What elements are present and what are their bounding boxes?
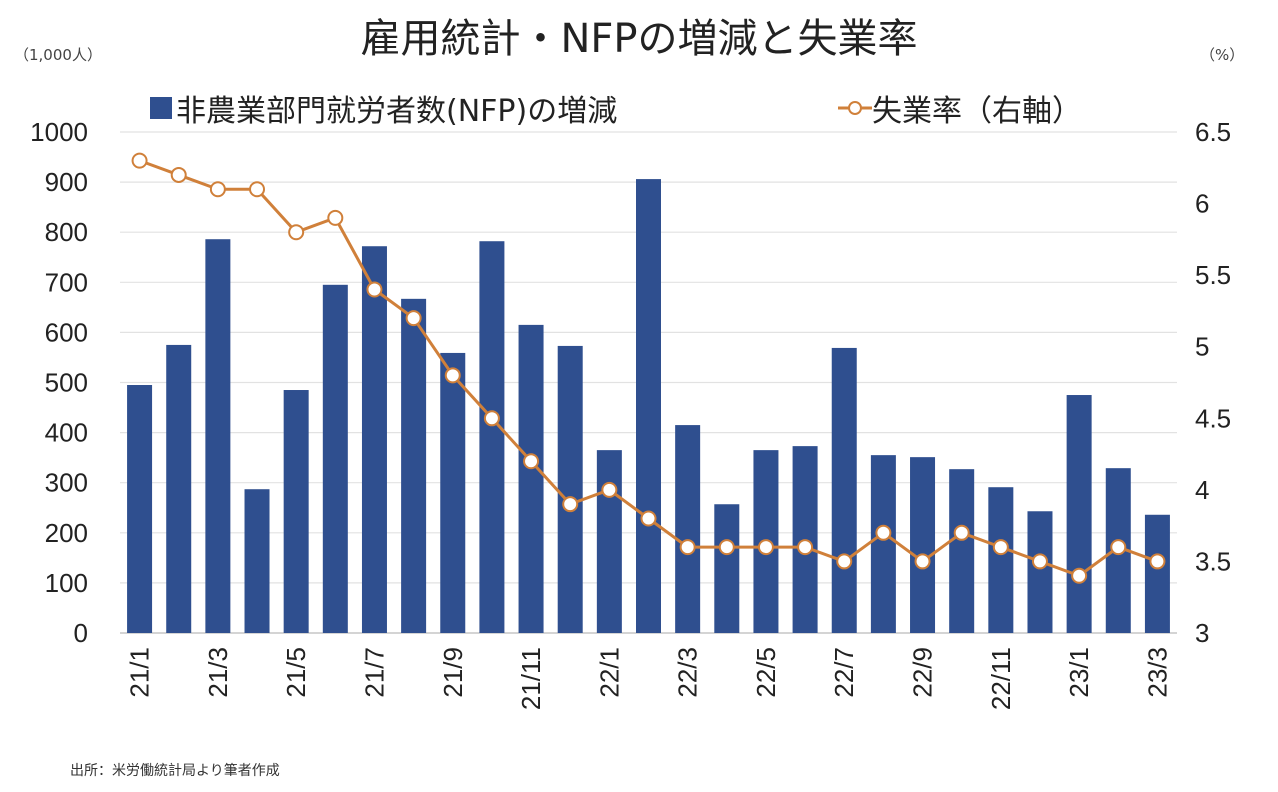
bar bbox=[910, 457, 936, 633]
y-left-tick-label: 300 bbox=[45, 468, 88, 498]
legend-item-nfp: 非農業部門就労者数(NFP)の増減 bbox=[150, 86, 617, 130]
source-note: 出所：米労働統計局より筆者作成 bbox=[70, 763, 280, 779]
bar bbox=[361, 246, 387, 633]
unemployment-point bbox=[405, 310, 422, 327]
unemployment-point bbox=[601, 481, 618, 498]
y-left-tick-label: 1000 bbox=[30, 117, 88, 147]
x-tick-label: 22/9 bbox=[908, 647, 938, 698]
x-tick-label: 21/11 bbox=[516, 647, 546, 710]
unemployment-point bbox=[327, 209, 344, 226]
unemployment-point bbox=[249, 181, 266, 198]
unemployment-point bbox=[288, 224, 305, 241]
unemployment-point bbox=[757, 539, 774, 556]
unemployment-point bbox=[562, 496, 579, 513]
unemployment-point bbox=[1110, 539, 1127, 556]
y-left-tick-label: 600 bbox=[45, 317, 88, 347]
bar bbox=[127, 385, 153, 633]
bar bbox=[988, 487, 1014, 633]
bar bbox=[675, 425, 701, 633]
legend-line-swatch bbox=[838, 101, 872, 115]
bar bbox=[283, 390, 309, 633]
x-tick-label: 21/5 bbox=[281, 647, 311, 698]
unemployment-point bbox=[483, 410, 500, 427]
y-right-tick-label: 6.5 bbox=[1195, 117, 1231, 147]
bar bbox=[440, 352, 466, 633]
y-right-tick-label: 4 bbox=[1195, 475, 1209, 505]
legend-bar-swatch bbox=[150, 97, 172, 119]
y-left-tick-label: 200 bbox=[45, 518, 88, 548]
y-left-tick-label: 100 bbox=[45, 568, 88, 598]
unemployment-point bbox=[718, 539, 735, 556]
x-tick-label: 22/5 bbox=[751, 647, 781, 698]
unemployment-point bbox=[523, 453, 540, 470]
unemployment-point bbox=[797, 539, 814, 556]
bar bbox=[949, 469, 975, 633]
right-axis-unit: （%） bbox=[1200, 46, 1245, 64]
left-axis-unit: （1,000人） bbox=[14, 46, 102, 64]
legend-item-unemployment: 失業率（右軸） bbox=[838, 86, 1082, 130]
x-tick-label: 22/7 bbox=[829, 647, 859, 698]
y-left-tick-label: 500 bbox=[45, 368, 88, 398]
y-left-tick-label: 400 bbox=[45, 418, 88, 448]
y-left-tick-label: 900 bbox=[45, 167, 88, 197]
bar bbox=[401, 298, 427, 633]
bar bbox=[714, 504, 740, 633]
x-tick-label: 21/1 bbox=[125, 647, 155, 698]
y-right-tick-label: 3 bbox=[1195, 618, 1209, 648]
bar bbox=[479, 241, 505, 633]
bar bbox=[831, 347, 857, 633]
unemployment-point bbox=[1071, 567, 1088, 584]
x-tick-label: 23/1 bbox=[1064, 647, 1094, 698]
bar bbox=[1027, 511, 1053, 633]
bar bbox=[557, 345, 583, 633]
x-tick-label: 22/3 bbox=[673, 647, 703, 698]
bar bbox=[1066, 395, 1092, 633]
bar bbox=[596, 450, 622, 633]
y-right-tick-label: 5.5 bbox=[1195, 260, 1231, 290]
bar bbox=[244, 489, 270, 633]
y-left-tick-label: 800 bbox=[45, 217, 88, 247]
bar bbox=[870, 455, 896, 633]
y-right-tick-label: 6 bbox=[1195, 189, 1209, 219]
unemployment-point bbox=[1149, 553, 1166, 570]
x-tick-label: 21/9 bbox=[438, 647, 468, 698]
unemployment-point bbox=[836, 553, 853, 570]
bar bbox=[166, 344, 192, 633]
y-left-tick-label: 700 bbox=[45, 267, 88, 297]
bar bbox=[205, 239, 231, 634]
y-right-tick-label: 4.5 bbox=[1195, 403, 1231, 433]
y-left-tick-label: 0 bbox=[74, 618, 88, 648]
x-tick-label: 22/11 bbox=[986, 647, 1016, 710]
unemployment-point bbox=[992, 539, 1009, 556]
bar bbox=[1144, 514, 1170, 633]
x-tick-label: 21/3 bbox=[203, 647, 233, 698]
unemployment-point bbox=[640, 510, 657, 527]
x-tick-label: 22/1 bbox=[594, 647, 624, 698]
unemployment-point bbox=[209, 181, 226, 198]
bar bbox=[518, 324, 544, 633]
legend-label: 失業率（右軸） bbox=[872, 94, 1082, 129]
unemployment-point bbox=[875, 524, 892, 541]
unemployment-point bbox=[679, 539, 696, 556]
chart-title: 雇用統計・NFPの増減と失業率 bbox=[360, 16, 918, 62]
bar bbox=[322, 284, 348, 633]
unemployment-point bbox=[1031, 553, 1048, 570]
unemployment-point bbox=[953, 524, 970, 541]
bar bbox=[636, 179, 661, 633]
y-right-tick-label: 3.5 bbox=[1195, 546, 1231, 576]
unemployment-point bbox=[131, 152, 148, 169]
unemployment-point bbox=[170, 166, 187, 183]
y-right-tick-label: 5 bbox=[1195, 332, 1209, 362]
unemployment-point bbox=[914, 553, 931, 570]
unemployment-point bbox=[366, 281, 383, 298]
unemployment-point bbox=[444, 367, 461, 384]
x-tick-label: 23/3 bbox=[1142, 647, 1172, 698]
legend-label: 非農業部門就労者数(NFP)の増減 bbox=[176, 94, 618, 129]
x-tick-label: 21/7 bbox=[359, 647, 389, 698]
